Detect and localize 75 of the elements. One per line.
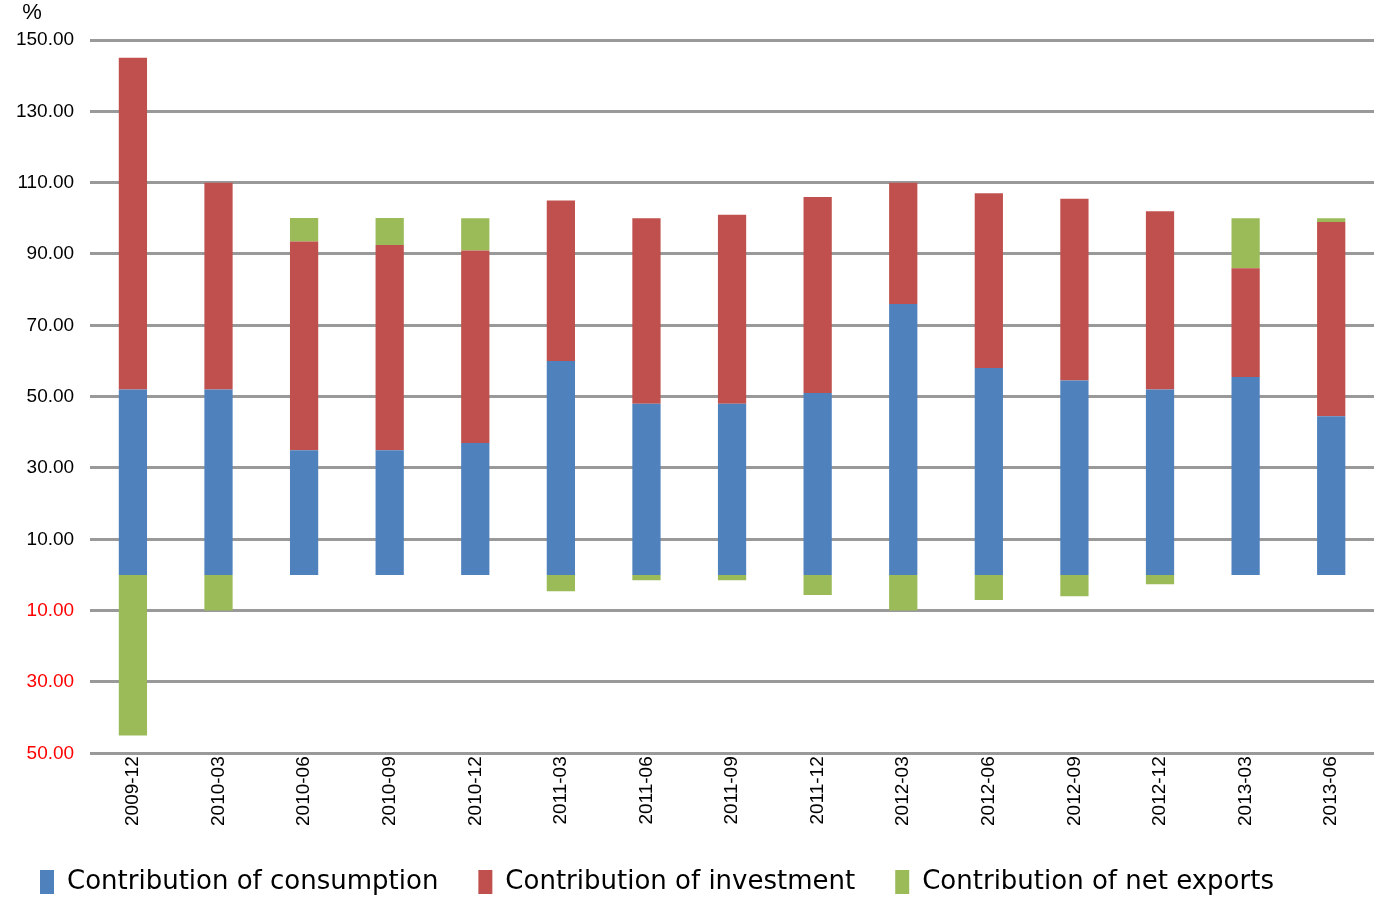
bar xyxy=(1145,211,1175,390)
bar xyxy=(974,574,1003,600)
bar xyxy=(717,214,747,404)
y-tick-label: 150.00 xyxy=(15,28,75,50)
bar xyxy=(1231,268,1260,378)
y-tick-label: 50.00 xyxy=(26,741,75,763)
legend-label: Contribution of net exports xyxy=(922,864,1274,895)
y-tick-label: 90.00 xyxy=(26,242,75,264)
x-tick-label: 2012-03 xyxy=(891,756,913,827)
x-tick-label: 2009-12 xyxy=(121,756,143,827)
bar xyxy=(461,218,490,251)
y-tick-label: 130.00 xyxy=(15,99,75,121)
bar xyxy=(1060,574,1089,597)
bar xyxy=(632,574,661,581)
x-tick-label: 2010-06 xyxy=(292,756,314,827)
y-tick-label: 30.00 xyxy=(26,456,75,478)
bar xyxy=(632,403,661,575)
x-tick-label: 2012-06 xyxy=(977,756,999,827)
bar xyxy=(717,574,747,581)
x-tick-label: 2013-03 xyxy=(1233,756,1255,827)
bar xyxy=(289,450,319,575)
bar xyxy=(889,303,918,575)
x-tick-label: 2010-12 xyxy=(463,756,485,827)
bar xyxy=(1317,416,1346,575)
bar xyxy=(546,574,575,592)
bar xyxy=(118,574,148,736)
bar xyxy=(1231,218,1260,269)
y-tick-label: 110.00 xyxy=(17,170,75,192)
bar xyxy=(1060,198,1089,381)
x-tick-label: 2012-09 xyxy=(1062,756,1084,827)
bar xyxy=(461,250,490,443)
bar xyxy=(118,389,148,575)
x-tick-label: 2013-06 xyxy=(1319,756,1341,827)
y-tick-label: 30.00 xyxy=(26,670,75,692)
x-tick-label: 2012-12 xyxy=(1148,756,1170,827)
bar xyxy=(1060,380,1089,575)
bar xyxy=(204,574,233,611)
bar xyxy=(974,368,1003,575)
x-tick-label: 2011-12 xyxy=(805,756,827,825)
x-tick-label: 2011-09 xyxy=(720,756,742,825)
bar xyxy=(461,443,490,575)
x-tick-label: 2010-03 xyxy=(206,756,228,827)
y-tick-label: 50.00 xyxy=(26,384,75,406)
bar xyxy=(632,218,661,404)
y-tick-label: 10.00 xyxy=(26,527,75,549)
bar xyxy=(375,450,404,575)
bar xyxy=(204,182,233,390)
y-tick-label: 10.00 xyxy=(26,598,75,620)
bar xyxy=(889,574,918,611)
bar xyxy=(289,241,319,451)
bar xyxy=(1145,389,1175,575)
bar xyxy=(1317,221,1346,417)
bar xyxy=(204,389,233,575)
legend-label: Contribution of consumption xyxy=(67,864,439,895)
bar xyxy=(803,196,832,394)
legend-label: Contribution of investment xyxy=(505,864,856,895)
x-tick-label: 2011-06 xyxy=(634,756,656,825)
bar xyxy=(803,393,832,575)
x-tick-label: 2011-03 xyxy=(549,756,571,825)
y-axis-title: % xyxy=(22,0,42,25)
bar xyxy=(546,200,575,361)
x-tick-label: 2010-09 xyxy=(377,756,399,827)
y-tick-label: 70.00 xyxy=(26,313,75,335)
bar xyxy=(375,217,404,246)
bar xyxy=(1231,377,1260,575)
bar xyxy=(1317,218,1346,222)
bar xyxy=(546,360,575,575)
bar xyxy=(1145,574,1175,585)
bar xyxy=(803,574,832,595)
bar xyxy=(118,57,148,390)
bar xyxy=(375,245,404,451)
bar xyxy=(889,182,918,304)
bar xyxy=(289,217,319,242)
bar xyxy=(974,193,1003,369)
bar xyxy=(717,403,747,575)
